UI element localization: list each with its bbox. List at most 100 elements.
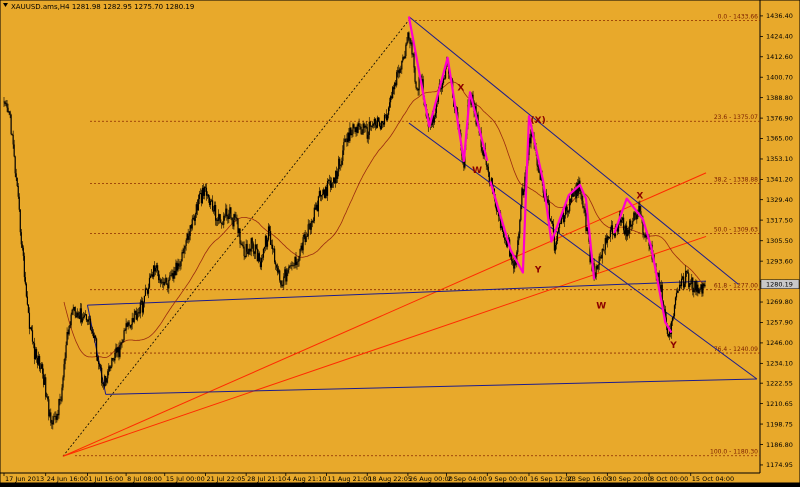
time-tick-label: 21 Jul 22:05 [206,475,245,483]
candle-body [565,206,567,216]
candle-body [128,322,130,326]
candle-body [660,284,662,292]
candle-body [30,327,33,331]
candle-body [52,420,54,425]
candle-body [559,223,562,224]
candle-body [92,333,95,338]
candle-body [163,281,165,285]
candle-body [536,152,538,166]
candle-body [165,277,167,282]
candle-body [239,228,241,244]
candle-body [133,313,135,323]
candle-body [238,228,240,233]
candle-body [280,280,282,285]
candle-body [387,107,390,115]
candle-body [111,358,113,367]
candle-body [684,283,686,288]
price-tick-label: 1400.70 [766,73,793,81]
candle-body [79,308,81,319]
price-tick-label: 1376.90 [766,114,793,122]
candle-body [664,309,666,318]
candle-body [93,335,96,338]
candle-body [198,194,200,200]
price-tick-label: 1234.10 [766,360,793,368]
candle-body [463,160,465,168]
price-tick-label: 1353.10 [766,155,793,163]
candle-body [232,220,234,227]
candle-body [364,125,366,128]
candle-body [194,214,196,221]
candle-body [303,234,305,238]
candle-body [64,357,66,365]
candle-body [625,225,627,235]
candle-body [355,127,357,132]
candle-body [253,251,255,254]
candle-body [151,274,154,277]
candle-body [206,194,209,196]
candle-body [36,357,39,365]
candle-body [298,256,300,262]
candle-body [292,265,294,267]
candle-body [643,232,645,236]
candle-body [161,282,163,284]
candle-body [66,332,68,346]
candle-body [148,277,151,288]
candle-body [55,416,57,420]
candle-body [633,212,635,222]
time-tick-label: 23 Sep 16:00 [568,475,611,483]
candle-body [567,210,569,213]
candle-body [98,360,100,365]
candle-body [523,190,525,195]
lower-channel-line [105,378,757,395]
candle-body [692,277,694,293]
candle-body [515,259,517,265]
time-tick-label: 8 Oct 00:00 [650,475,688,483]
candle-body [582,200,584,208]
price-tick-label: 1329.40 [766,196,793,204]
candle-body [645,231,647,238]
candle-body [390,96,392,103]
candle-body [433,117,435,123]
candle-body [270,244,273,246]
candle-body [88,318,91,320]
candle-body [335,170,337,184]
price-tick-label: 1186.80 [766,441,793,449]
candle-body [33,343,36,360]
candle-body [512,260,514,264]
candle-body [549,219,551,221]
candle-body [324,187,327,198]
candle-body [271,244,274,250]
candle-body [249,248,251,252]
candle-body [384,114,387,116]
candle-body [398,70,400,74]
trend-lines [62,16,758,457]
candle-body [159,279,161,281]
candle-body [576,183,578,199]
candle-body [123,330,125,341]
candle-body [399,68,401,74]
candle-body [401,60,403,70]
candle-body [83,315,85,318]
candle-body [192,217,194,220]
candle-body [87,319,90,322]
candle-body [3,101,5,103]
candle-body [237,219,239,233]
candle-body [560,216,563,224]
candle-body [371,125,373,127]
red-trendline-lower [62,235,707,457]
wave-label: (X) [531,116,546,126]
candle-body [322,189,325,195]
candle-body [299,249,301,257]
candle-body [586,227,588,231]
symbol-icon [3,3,8,7]
candle-body [563,215,566,222]
candle-body [572,191,574,197]
candle-body [598,256,600,266]
candle-body [152,265,155,277]
candle-body [223,215,225,225]
candle-body [300,245,302,250]
candle-body [329,180,332,188]
candle-body [517,240,519,253]
candle-body [369,121,371,127]
